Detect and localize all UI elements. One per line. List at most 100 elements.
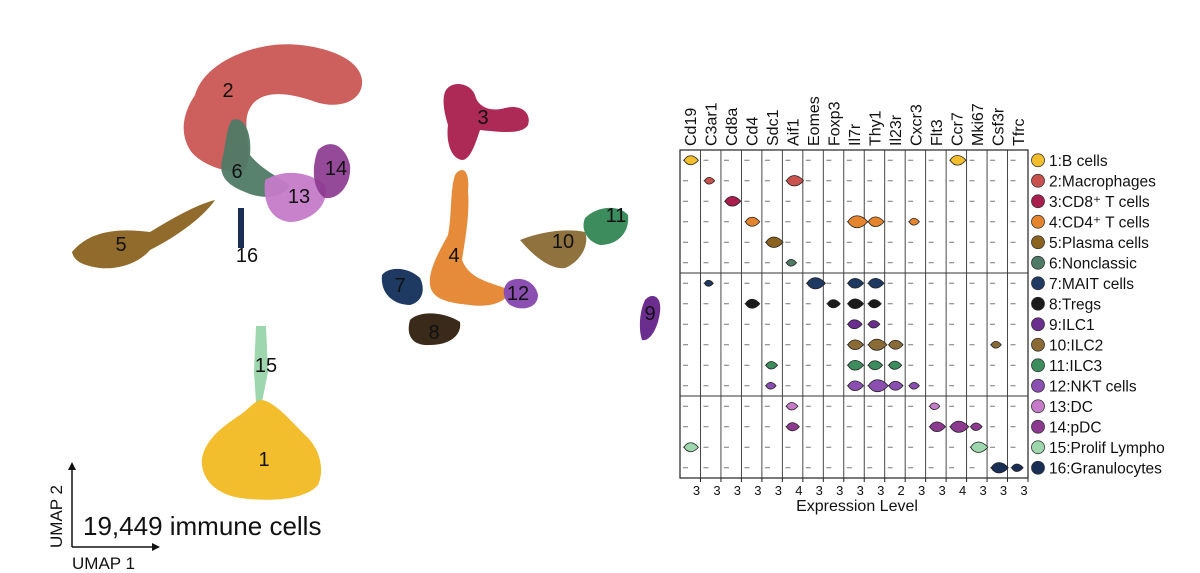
expression-tick-label: 3	[1000, 483, 1007, 498]
violin-flt3-cluster-13	[929, 402, 941, 411]
gene-label-flt3: Flt3	[929, 119, 946, 146]
violin-aif1-cluster-6	[785, 258, 798, 267]
violin-c3ar1-cluster-2	[704, 176, 716, 185]
legend-swatch-1	[1031, 153, 1045, 168]
cluster-14-region	[313, 144, 351, 199]
cluster-10-region	[520, 230, 587, 269]
gene-label-thy1: Thy1	[867, 110, 884, 146]
cluster-4-region	[429, 170, 510, 306]
legend-label-5: 5:Plasma cells	[1049, 235, 1149, 252]
cluster-label-1: 1	[258, 449, 269, 471]
cluster-13-region	[264, 172, 326, 222]
violin-aif1-cluster-2	[785, 175, 805, 187]
violin-thy1-cluster-12	[867, 379, 889, 393]
gene-label-eomes: Eomes	[806, 96, 823, 146]
legend-label-10: 10:ILC2	[1049, 337, 1103, 354]
cluster-label-3: 3	[477, 107, 488, 129]
violin-ccr7-cluster-1	[949, 154, 967, 166]
expression-tick-label: 4	[795, 483, 802, 498]
violin-il23r-cluster-10	[888, 339, 904, 350]
expression-tick-label: 3	[693, 483, 700, 498]
violin-thy1-cluster-7	[867, 277, 885, 289]
cluster-7-region	[381, 268, 423, 305]
expression-tick-label: 3	[918, 483, 925, 498]
violin-aif1-cluster-14	[785, 422, 800, 432]
gene-label-sdc1: Sdc1	[765, 109, 782, 146]
gene-label-il7r: Il7r	[847, 123, 864, 146]
expression-axis-title: Expression Level	[796, 498, 918, 515]
cell-count-annotation: 19,449 immune cells	[83, 511, 321, 541]
expression-tick-label: 3	[754, 483, 761, 498]
gene-label-c3ar1: C3ar1	[704, 102, 721, 146]
legend-swatch-9	[1031, 317, 1045, 332]
cluster-5-region	[72, 200, 215, 269]
legend-swatch-2	[1031, 173, 1045, 188]
expression-tick-label: 4	[959, 483, 966, 498]
violin-sdc1-cluster-12	[765, 381, 777, 390]
gene-label-ccr7: Ccr7	[949, 112, 966, 146]
umap-axes: UMAP 1 UMAP 2 19,449 immune cells	[47, 462, 321, 573]
expression-tick-label: 3	[775, 483, 782, 498]
expression-tick-label: 3	[734, 483, 741, 498]
expression-tick-label: 3	[816, 483, 823, 498]
cluster-16-region	[238, 208, 244, 248]
violin-il7r-cluster-12	[847, 380, 865, 392]
legend-label-13: 13:DC	[1049, 399, 1093, 416]
violin-cd4-cluster-8	[744, 298, 761, 309]
violin-cxcr3-cluster-4	[908, 217, 920, 226]
violin-mki67-cluster-15	[970, 441, 989, 453]
cluster-label-8: 8	[428, 322, 439, 344]
legend-label-2: 2:Macrophages	[1049, 173, 1156, 190]
legend-label-1: 1:B cells	[1049, 153, 1108, 170]
cluster-label-6: 6	[231, 161, 242, 183]
legend-label-8: 8:Tregs	[1049, 296, 1101, 313]
legend-label-12: 12:NKT cells	[1049, 378, 1137, 395]
legend-label-11: 11:ILC3	[1049, 358, 1102, 375]
legend-swatch-5	[1031, 235, 1045, 250]
violin-border	[679, 149, 1029, 479]
cluster-label-10: 10	[552, 231, 574, 253]
umap2-axis-arrow	[68, 462, 76, 470]
umap1-axis-arrow	[152, 543, 160, 551]
legend-label-15: 15:Prolif Lympho	[1049, 440, 1165, 457]
violin-foxp3-cluster-8	[826, 299, 841, 309]
cluster-8-region	[408, 313, 461, 346]
umap2-axis-label: UMAP 2	[47, 485, 66, 548]
violin-il23r-cluster-12	[888, 380, 904, 391]
violin-il7r-cluster-9	[847, 319, 863, 330]
violin-thy1-cluster-10	[867, 338, 888, 351]
violin-thy1-cluster-9	[867, 320, 881, 329]
legend-swatch-6	[1031, 255, 1045, 270]
legend-swatch-8	[1031, 296, 1045, 311]
legend-swatch-3	[1031, 194, 1045, 209]
violin-thy1-cluster-8	[867, 299, 882, 309]
gene-label-csf3r: Csf3r	[990, 107, 1007, 146]
cluster-1-region	[201, 400, 322, 500]
legend-label-16: 16:Granulocytes	[1049, 460, 1162, 477]
expression-tick-label: 3	[939, 483, 946, 498]
gene-label-tfrc: Tfrc	[1011, 118, 1028, 146]
legend-label-4: 4:CD4⁺ T cells	[1049, 214, 1150, 231]
legend-swatch-15	[1031, 440, 1045, 455]
violin-cd4-cluster-4	[744, 216, 761, 227]
violin-shapes	[683, 154, 1024, 474]
violin-aif1-cluster-13	[785, 402, 799, 411]
gene-label-cd19: Cd19	[683, 108, 700, 146]
violin-sdc1-cluster-5	[765, 236, 784, 248]
cluster-label-11: 11	[606, 205, 627, 227]
violin-il7r-cluster-11	[847, 359, 865, 371]
legend-swatch-11	[1031, 358, 1045, 373]
violin-c3ar1-cluster-7	[704, 279, 714, 287]
legend-label-3: 3:CD8⁺ T cells	[1049, 194, 1150, 211]
gene-labels: Cd19 C3ar1 Cd8a Cd4 Sdc1 Aif1 Eomes Foxp3 Il7r Th…	[683, 96, 1028, 146]
violin-cd8a-cluster-3	[724, 195, 742, 207]
violin-tfrc-cluster-16	[1011, 463, 1024, 472]
expression-tick-label: 3	[857, 483, 864, 498]
violin-thy1-cluster-4	[867, 216, 885, 228]
legend-swatch-4	[1031, 214, 1045, 229]
cluster-label-9: 9	[644, 303, 655, 325]
legend-swatch-10	[1031, 337, 1045, 352]
cell-type-legend: 1:B cells 2:Macrophages 3:CD8⁺ T cells 4:CD…	[1031, 153, 1165, 477]
